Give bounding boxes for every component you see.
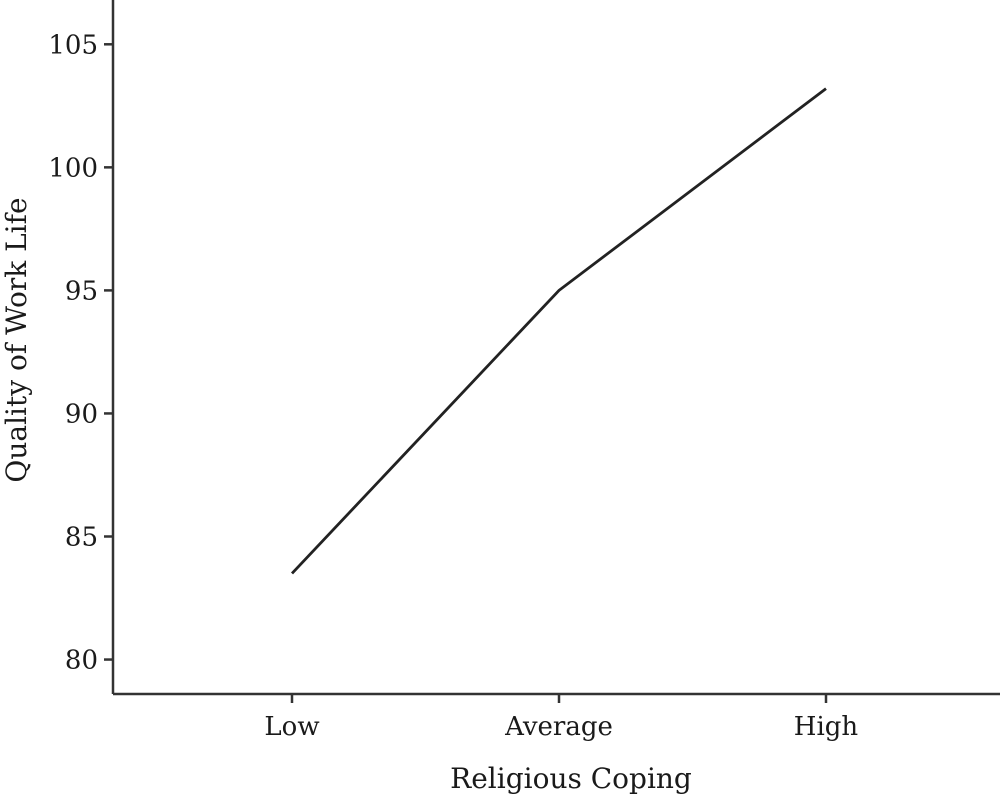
y-tick-label: 85	[65, 522, 98, 552]
y-tick-label: 105	[48, 30, 98, 60]
x-axis-title: Religious Coping	[450, 762, 692, 795]
y-tick-label: 95	[65, 276, 98, 306]
x-tick-label: Average	[504, 712, 613, 742]
series-line-0	[290, 87, 827, 575]
y-axis: 80 85 90 95 100 105	[48, 0, 115, 694]
y-tick-label: 100	[48, 153, 98, 183]
y-tick-label: 80	[65, 646, 98, 676]
series-layer	[290, 87, 827, 575]
x-axis: Low Average High	[113, 692, 1000, 742]
x-tick-label: Low	[264, 712, 319, 742]
y-tick-label: 90	[65, 399, 98, 429]
y-axis-title: Quality of Work Life	[0, 197, 33, 482]
x-tick-label: High	[794, 712, 859, 742]
